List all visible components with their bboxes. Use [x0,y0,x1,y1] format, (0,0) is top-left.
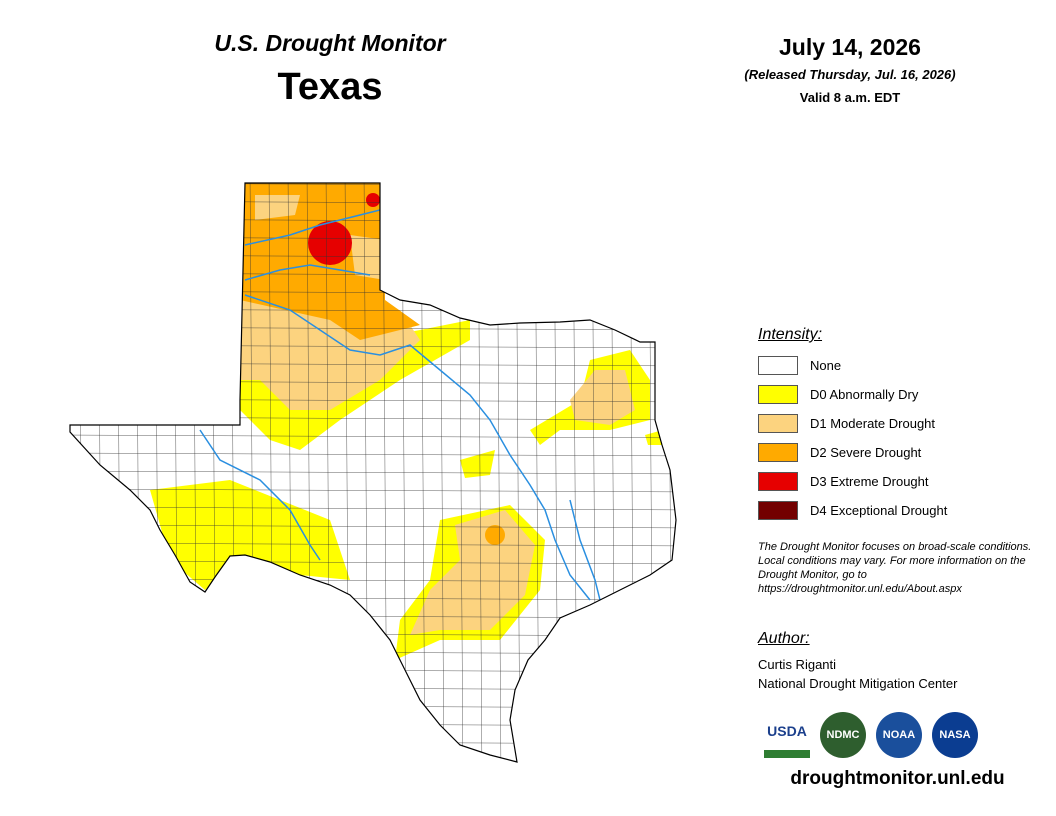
released: (Released Thursday, Jul. 16, 2026) [744,67,956,82]
legend-label: D0 Abnormally Dry [810,387,919,402]
author-org: National Drought Mitigation Center [758,676,958,691]
logo: NDMC [820,712,866,758]
legend-swatch [758,356,798,375]
author-name: Curtis Riganti [758,657,837,672]
valid: Valid 8 a.m. EDT [799,90,901,105]
legend-swatch [758,443,798,462]
legend-item: D4 Exceptional Drought [758,501,1018,530]
legend-item: D1 Moderate Drought [758,414,1018,443]
note: The Drought Monitor focuses on broad-sca… [758,541,1032,595]
legend-swatch [758,472,798,491]
legend: None D0 Abnormally Dry D1 Moderate Drought… [758,356,1018,530]
logo: NASA [932,712,978,758]
url: droughtmonitor.unl.edu [790,768,1005,789]
date: July 14, 2026 [779,34,921,60]
state-name: Texas [277,66,383,108]
legend-item: D2 Severe Drought [758,443,1018,472]
logo: USDA [764,712,810,758]
legend-item: D3 Extreme Drought [758,472,1018,501]
legend-label: None [810,358,842,373]
logos: USDA NDMC NOAA NASA [764,712,1044,760]
legend-swatch [758,385,798,404]
legend-swatch [758,501,798,520]
state-outline [69,182,677,763]
legend-label: D3 Extreme Drought [810,474,929,489]
author-heading: Author: [758,630,810,647]
map [69,182,677,763]
logo: NOAA [876,712,922,758]
legend-swatch [758,414,798,433]
legend-title: Intensity: [758,326,823,343]
legend-label: D4 Exceptional Drought [810,503,948,518]
legend-item: D0 Abnormally Dry [758,385,1018,414]
legend-item: None [758,356,1018,385]
legend-label: D2 Severe Drought [810,445,922,460]
legend-label: D1 Moderate Drought [810,416,936,431]
title: U.S. Drought Monitor [214,30,446,56]
